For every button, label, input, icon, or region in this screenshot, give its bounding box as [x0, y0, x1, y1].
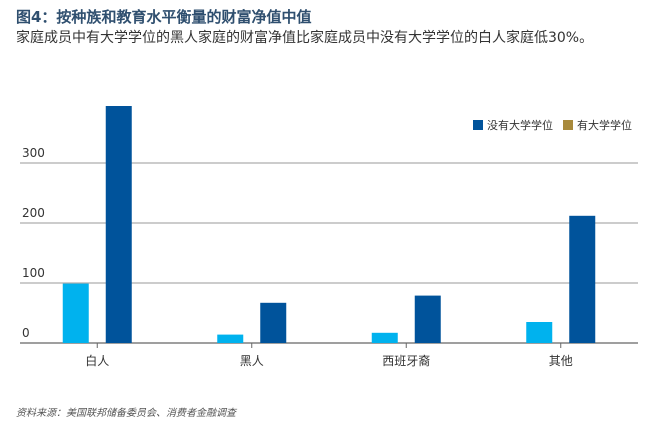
bar — [105, 106, 132, 343]
x-tick-label: 其他 — [549, 354, 573, 368]
x-tick-label: 西班牙裔 — [382, 353, 430, 368]
legend-swatch — [473, 120, 483, 130]
bar — [371, 332, 398, 343]
y-tick-label: 100 — [22, 266, 45, 280]
legend-label: 有大学学位 — [577, 118, 632, 132]
chart-title: 图4：按种族和教育水平衡量的财富净值中值 — [16, 8, 312, 26]
chart-subtitle: 家庭成员中有大学学位的黑人家庭的财富净值比家庭成员中没有大学学位的白人家庭低30… — [16, 30, 594, 46]
y-tick-label: 0 — [22, 326, 30, 340]
bar — [526, 322, 553, 343]
legend-swatch — [563, 120, 573, 130]
x-tick-label: 黑人 — [240, 354, 264, 368]
bar — [217, 334, 244, 343]
bar-chart: 0 100 200 300 白人 黑人 西班牙裔 其他 没有大学学位 有大学学位 — [20, 106, 638, 368]
y-tick-label: 300 — [22, 146, 45, 160]
x-tick-label: 白人 — [85, 353, 109, 368]
bar — [62, 283, 89, 343]
bar — [569, 215, 596, 343]
legend-label: 没有大学学位 — [487, 118, 553, 132]
bar — [260, 302, 287, 343]
source-note: 资料来源：美国联邦储备委员会、消费者金融调查 — [16, 408, 236, 419]
y-tick-label: 200 — [22, 206, 45, 220]
bar — [414, 295, 441, 343]
